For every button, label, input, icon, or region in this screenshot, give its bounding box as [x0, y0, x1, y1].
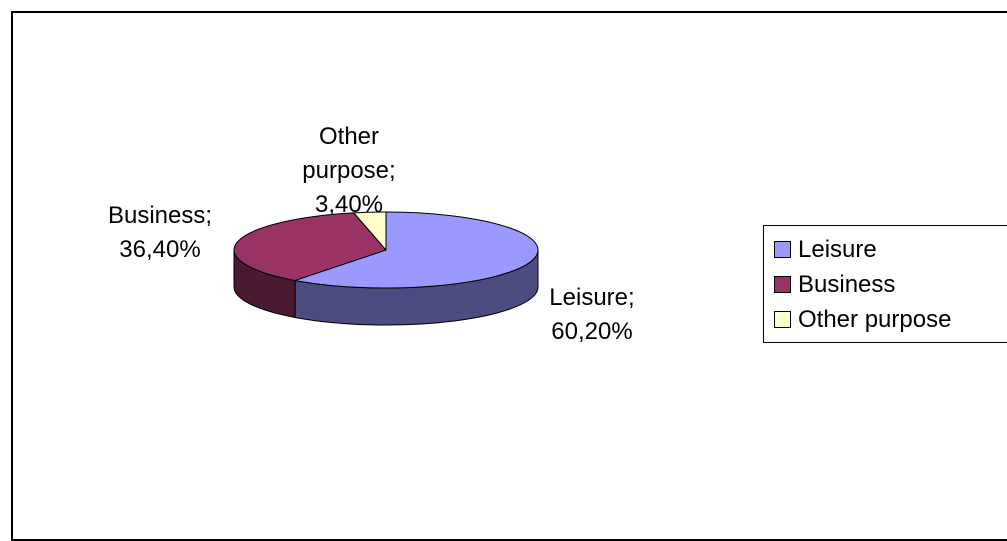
pie-slice-leisure	[294, 211, 539, 289]
pie-slice-business	[233, 212, 387, 281]
data-label-leisure: Leisure; 60,20%	[549, 284, 634, 345]
legend-label-business: Business	[798, 270, 896, 298]
legend-item-business: Business	[774, 267, 1007, 302]
legend-label-leisure: Leisure	[798, 235, 877, 263]
data-label-business: Business; 36,40%	[108, 202, 212, 263]
pie-slice-other-purpose	[353, 211, 387, 251]
legend-swatch-other-purpose	[774, 311, 791, 328]
legend-label-other-purpose: Other purpose	[798, 305, 952, 333]
legend: Leisure Business Other purpose	[763, 225, 1007, 343]
legend-item-other-purpose: Other purpose	[774, 302, 1007, 337]
pie-chart: Leisure; 60,20% Business; 36,40% Other purpos…	[108, 123, 635, 345]
legend-swatch-business	[774, 276, 791, 293]
data-label-other-purpose: Other purpose; 3,40%	[302, 123, 395, 218]
legend-item-leisure: Leisure	[774, 232, 1007, 267]
legend-swatch-leisure	[774, 241, 791, 258]
